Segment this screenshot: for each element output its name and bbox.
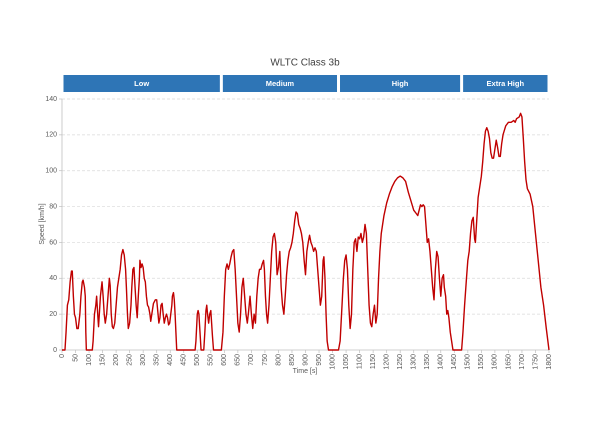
x-tick-label: 1100 (356, 354, 363, 369)
x-tick-label: 650 (235, 354, 242, 366)
x-tick-label: 1350 (424, 354, 431, 370)
x-axis-label: Time [s] (293, 368, 318, 375)
x-tick-label: 600 (221, 354, 228, 366)
phase-label: Low (134, 79, 149, 88)
x-tick-label: 700 (248, 354, 255, 366)
x-tick-label: 1600 (492, 354, 499, 370)
x-tick-label: 950 (316, 354, 323, 366)
x-tick-label: 500 (194, 354, 201, 366)
x-tick-label: 1050 (343, 354, 350, 370)
x-tick-label: 1200 (384, 354, 391, 370)
x-tick-label: 1000 (329, 354, 336, 370)
x-tick-label: 1800 (546, 354, 553, 370)
phase-bar (222, 75, 338, 92)
y-tick-label: 20 (49, 311, 57, 318)
y-tick-label: 40 (49, 275, 57, 282)
phase-bar (63, 75, 220, 92)
x-tick-label: 0 (59, 354, 66, 358)
x-tick-label: 750 (262, 354, 269, 366)
y-tick-label: 100 (45, 168, 57, 175)
x-tick-label: 850 (289, 354, 296, 366)
chart-title: WLTC Class 3b (270, 58, 340, 69)
x-tick-label: 150 (99, 354, 106, 366)
y-axis-label: Speed [km/h] (39, 203, 46, 244)
x-tick-label: 800 (275, 354, 282, 366)
y-tick-label: 60 (49, 239, 57, 246)
y-tick-label: 0 (53, 347, 57, 354)
x-tick-label: 1400 (438, 354, 445, 370)
x-tick-label: 1500 (465, 354, 472, 370)
phase-label: High (392, 79, 409, 88)
x-tick-label: 450 (181, 354, 188, 366)
x-tick-label: 1750 (532, 354, 539, 370)
x-tick-label: 1450 (451, 354, 458, 370)
x-tick-label: 1300 (411, 354, 418, 370)
phase-bar (463, 75, 548, 92)
x-tick-label: 1250 (397, 354, 404, 370)
phase-label: Medium (266, 79, 295, 88)
x-tick-label: 900 (302, 354, 309, 366)
x-tick-label: 50 (72, 354, 79, 362)
x-tick-label: 550 (208, 354, 215, 366)
speed-line (62, 112, 550, 351)
phase-label: Extra High (487, 79, 525, 88)
x-tick-label: 400 (167, 354, 174, 366)
y-tick-label: 120 (45, 132, 57, 139)
y-tick-label: 80 (49, 203, 57, 210)
x-tick-label: 300 (140, 354, 147, 366)
x-tick-label: 1550 (478, 354, 485, 370)
x-tick-label: 250 (126, 354, 133, 366)
x-tick-label: 1700 (519, 354, 526, 370)
y-tick-label: 140 (45, 96, 57, 103)
x-tick-label: 1650 (505, 354, 512, 370)
phase-bar (340, 75, 461, 92)
x-tick-label: 100 (86, 354, 93, 366)
x-tick-label: 350 (154, 354, 161, 366)
x-tick-label: 1150 (370, 354, 377, 369)
x-tick-label: 200 (113, 354, 120, 366)
